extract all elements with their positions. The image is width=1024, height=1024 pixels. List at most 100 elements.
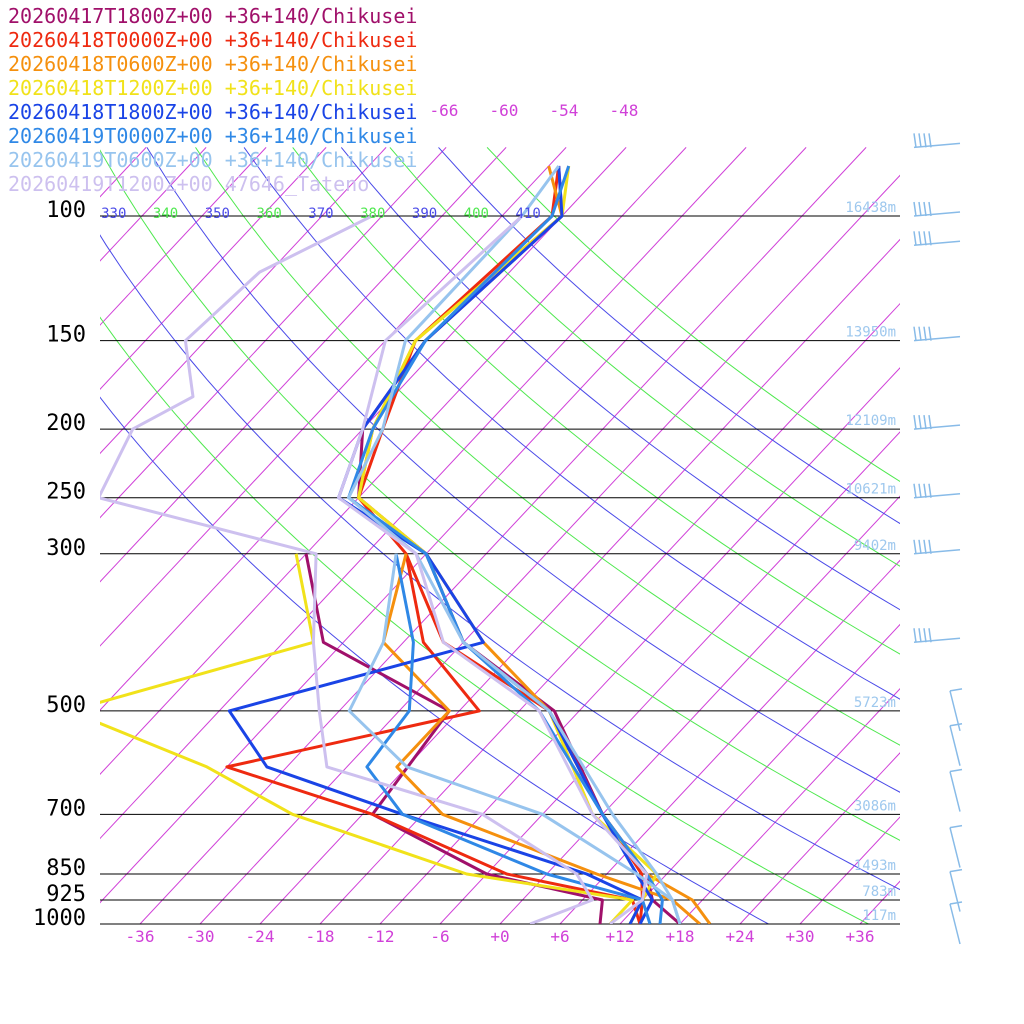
theta-label: 380 [360, 206, 385, 222]
isotherm [799, 816, 900, 924]
wind-barb [913, 483, 961, 499]
upper-temperature-label: -66 [430, 101, 459, 120]
pressure-tick-label: 150 [46, 323, 86, 348]
wind-barb [913, 326, 961, 342]
dewpoint-profile [365, 553, 652, 924]
legend-entry: 20260418T1800Z+00 +36+140/Chikusei [8, 100, 418, 124]
dewpoint-profile [100, 214, 594, 924]
temperature-tick-label: +30 [786, 927, 815, 946]
isotherm [0, 147, 26, 924]
temperature-tick-label: +24 [726, 927, 755, 946]
wind-barb [949, 901, 963, 945]
isotherm [920, 147, 1024, 924]
isotherm [199, 174, 900, 924]
isotherm [439, 431, 900, 924]
pressure-tick-label: 850 [46, 856, 86, 881]
height-label: 9402m [854, 538, 896, 554]
upper-temperature-label: -48 [610, 101, 639, 120]
temperature-tick-label: +18 [666, 927, 695, 946]
theta-label: 400 [464, 206, 489, 222]
isotherm [100, 147, 507, 583]
wind-barb [913, 201, 961, 217]
pressure-tick-label: 1000 [33, 906, 86, 931]
temperature-tick-label: -6 [430, 927, 449, 946]
temperature-tick-label: -18 [306, 927, 335, 946]
isotherm [259, 238, 900, 924]
theta-label: 340 [153, 206, 178, 222]
pressure-tick-label: 300 [46, 536, 86, 561]
isotherm [100, 147, 207, 262]
theta-label: 360 [257, 206, 282, 222]
height-label: 16438m [845, 200, 896, 216]
dewpoint-profile [100, 553, 634, 924]
isotherm [100, 147, 627, 711]
dry-adiabat [292, 147, 900, 655]
wind-barb [913, 415, 961, 430]
temperature-tick-label: -12 [366, 927, 395, 946]
upper-temperature-label: -54 [550, 101, 579, 120]
height-label: 117m [862, 908, 896, 924]
pressure-tick-label: 500 [46, 693, 86, 718]
temperature-profile [337, 214, 649, 924]
wind-barb [913, 133, 961, 149]
wind-barb [949, 768, 963, 812]
dry-adiabat [243, 147, 900, 700]
isotherm [559, 559, 900, 924]
temperature-tick-label: +36 [846, 927, 875, 946]
isotherm [499, 495, 900, 924]
legend-entry: 20260418T0600Z+00 +36+140/Chikusei [8, 52, 418, 76]
legend-entry: 20260419T0000Z+00 +36+140/Chikusei [8, 124, 418, 148]
height-label: 13950m [845, 325, 896, 341]
legend-entry: 20260417T1800Z+00 +36+140/Chikusei [8, 4, 418, 28]
dry-adiabat [340, 147, 900, 611]
pressure-tick-label: 200 [46, 411, 86, 436]
theta-label: 410 [515, 206, 540, 222]
temperature-tick-label: +6 [550, 927, 569, 946]
temperature-tick-label: +12 [606, 927, 635, 946]
legend: 20260417T1800Z+00 +36+140/Chikusei 20260… [8, 4, 417, 196]
dewpoint-profile [227, 552, 644, 924]
dry-adiabat [146, 147, 900, 793]
isotherm [100, 147, 747, 840]
theta-label: 390 [412, 206, 437, 222]
dry-adiabat [438, 147, 900, 525]
legend-entry: 20260419T0600Z+00 +36+140/Chikusei [8, 148, 418, 172]
height-label: 1493m [854, 858, 896, 874]
wind-barb [913, 231, 961, 247]
wind-barb [913, 628, 961, 644]
isotherm [100, 147, 327, 390]
isotherm [679, 687, 900, 924]
isotherm [139, 147, 867, 924]
isotherm [100, 147, 807, 904]
pressure-tick-label: 100 [46, 198, 86, 223]
dry-adiabat [100, 149, 900, 841]
wind-barb [949, 868, 963, 912]
temperature-profile [347, 165, 664, 924]
height-label: 3086m [854, 798, 896, 814]
isotherm [319, 302, 900, 924]
wind-barb [949, 824, 963, 868]
isotherm [980, 147, 1024, 924]
isotherm [100, 147, 267, 326]
isotherm [100, 147, 447, 519]
wind-barb [913, 539, 961, 555]
legend-entry: 20260418T1200Z+00 +36+140/Chikusei [8, 76, 418, 100]
temperature-profile [337, 165, 654, 924]
pressure-tick-label: 925 [46, 882, 86, 907]
dry-adiabat [389, 147, 900, 567]
height-label: 12109m [845, 413, 896, 429]
pressure-tick-label: 250 [46, 480, 86, 505]
dry-adiabat [195, 147, 900, 746]
dry-adiabat [100, 234, 900, 891]
isotherm [100, 147, 687, 775]
temperature-tick-label: -30 [186, 927, 215, 946]
height-label: 5723m [854, 695, 896, 711]
dry-adiabat [100, 396, 770, 924]
temperature-tick-label: -36 [126, 927, 155, 946]
legend-entry: 20260418T0000Z+00 +36+140/Chikusei [8, 28, 418, 52]
temperature-tick-label: +0 [490, 927, 509, 946]
pressure-tick-label: 700 [46, 796, 86, 821]
theta-label: 350 [205, 206, 230, 222]
isotherm [100, 147, 387, 455]
